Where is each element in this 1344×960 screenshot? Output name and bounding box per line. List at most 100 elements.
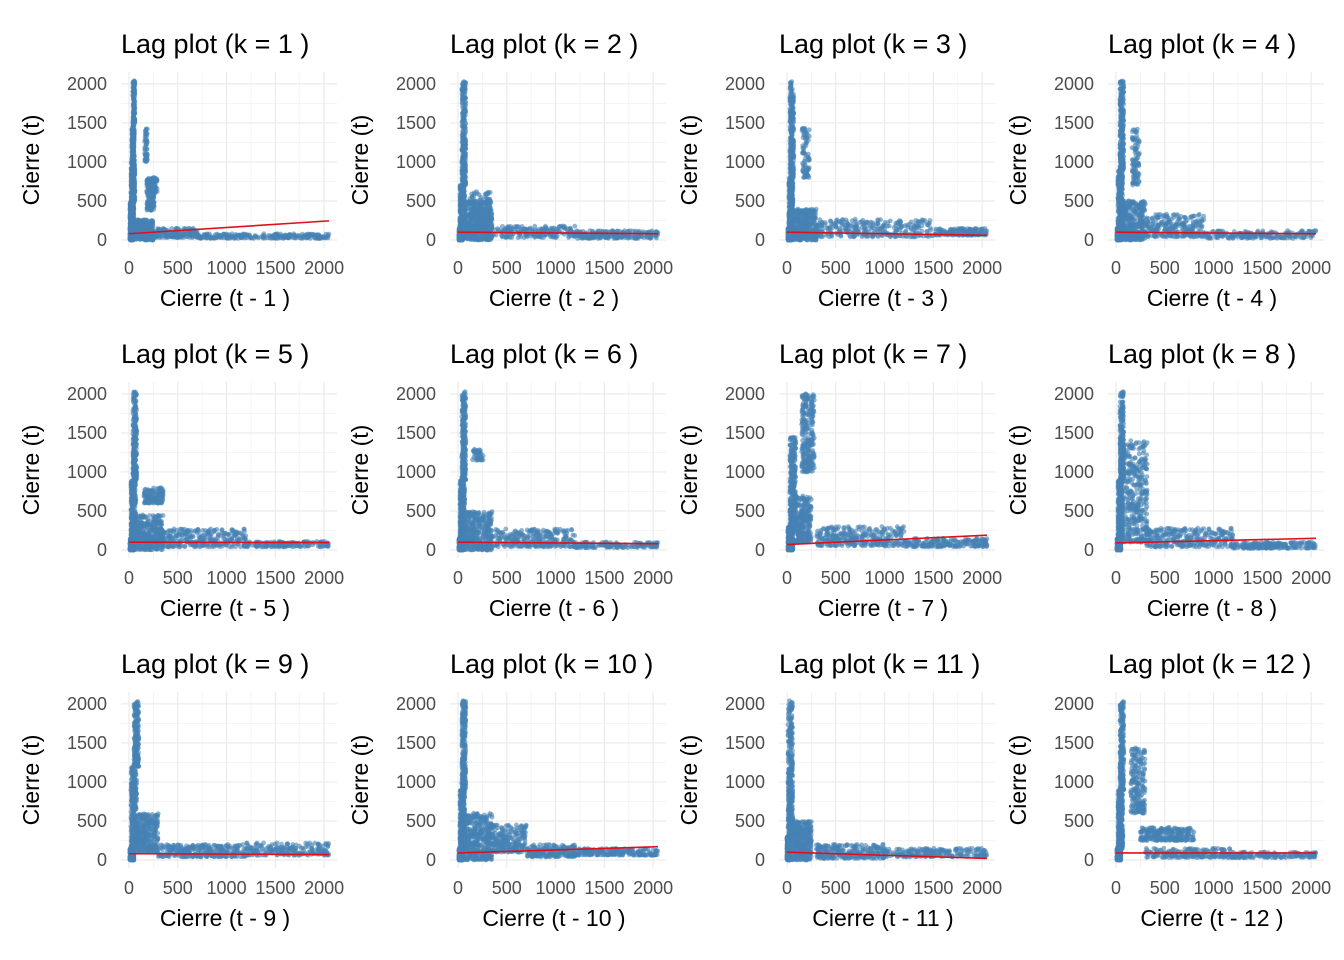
data-point	[654, 235, 659, 241]
data-point	[277, 234, 283, 240]
data-point	[175, 233, 180, 239]
y-tick-label: 1000	[396, 152, 436, 172]
data-point	[144, 146, 150, 152]
y-tick-label: 1500	[67, 113, 107, 133]
data-point	[249, 235, 255, 241]
data-point	[485, 226, 490, 232]
data-point	[255, 235, 261, 241]
data-point	[147, 207, 153, 213]
data-point	[261, 231, 267, 237]
data-point	[472, 198, 478, 204]
data-point	[203, 234, 209, 240]
data-point	[460, 136, 465, 142]
x-tick-label: 0	[453, 258, 463, 278]
data-point	[143, 139, 149, 145]
x-tick-label: 500	[163, 258, 193, 278]
data-point	[152, 234, 158, 240]
x-tick-label: 0	[124, 258, 134, 278]
data-point	[525, 232, 530, 238]
y-tick-label: 2000	[396, 74, 436, 94]
y-tick-label: 2000	[67, 74, 107, 94]
data-point	[304, 235, 309, 241]
data-point	[240, 232, 246, 238]
data-point	[459, 187, 465, 193]
data-point	[131, 116, 137, 122]
x-tick-label: 2000	[633, 258, 673, 278]
y-tick-label: 1500	[396, 113, 436, 133]
data-point	[543, 225, 549, 231]
data-point	[146, 226, 152, 232]
data-point	[587, 235, 593, 241]
data-point	[131, 85, 137, 90]
data-point	[566, 235, 571, 240]
x-tick-label: 1500	[255, 258, 295, 278]
data-point	[129, 202, 135, 208]
data-point	[298, 235, 304, 241]
data-point	[143, 126, 149, 132]
data-point	[130, 127, 136, 133]
data-point	[151, 187, 157, 193]
data-point	[459, 87, 465, 93]
data-point	[462, 152, 468, 157]
data-point	[224, 235, 230, 241]
data-point	[604, 233, 610, 239]
data-point	[461, 160, 467, 165]
x-tick-label: 1000	[207, 258, 247, 278]
data-point	[610, 228, 615, 234]
y-axis-label: Cierre (t)	[18, 115, 44, 206]
data-point	[143, 237, 148, 243]
data-point	[137, 235, 143, 241]
data-point	[509, 235, 515, 240]
panel-title: Lag plot (k = 1 )	[121, 29, 309, 59]
data-point	[326, 231, 332, 237]
data-point	[463, 182, 468, 188]
x-tick-label: 1500	[584, 258, 624, 278]
data-point	[184, 234, 190, 240]
data-point	[132, 79, 138, 85]
data-point	[195, 233, 201, 239]
data-point	[486, 210, 492, 215]
x-tick-label: 2000	[304, 258, 344, 278]
data-point	[148, 219, 154, 225]
data-point	[482, 207, 488, 213]
data-point	[562, 225, 568, 231]
data-point	[787, 201, 793, 206]
data-point	[539, 226, 545, 232]
data-point	[272, 234, 277, 240]
data-point	[131, 154, 137, 160]
data-point	[129, 142, 135, 147]
data-point	[130, 159, 136, 165]
data-point	[154, 178, 160, 184]
data-point	[476, 192, 482, 198]
data-point	[478, 200, 483, 206]
data-point	[512, 226, 517, 232]
data-point	[461, 208, 466, 214]
data-point	[131, 193, 137, 199]
data-point	[583, 235, 589, 241]
data-point	[318, 234, 324, 240]
data-point	[456, 232, 462, 238]
data-point	[130, 186, 136, 191]
data-point	[463, 146, 468, 151]
data-point	[482, 191, 488, 197]
panel-title: Lag plot (k = 2 )	[450, 29, 638, 59]
data-point	[525, 227, 531, 233]
data-point	[485, 232, 490, 238]
data-point	[169, 231, 174, 237]
data-point	[211, 235, 216, 241]
data-point	[131, 110, 137, 116]
data-point	[132, 103, 138, 108]
data-point	[144, 133, 150, 139]
data-point	[548, 234, 553, 240]
data-point	[459, 174, 465, 180]
data-point	[460, 165, 466, 171]
data-point	[790, 184, 796, 190]
data-point	[789, 196, 794, 202]
data-point	[472, 224, 478, 229]
data-point	[462, 221, 467, 226]
x-axis-label: Cierre (t - 2 )	[489, 285, 619, 311]
data-point	[471, 194, 477, 199]
y-tick-label: 1000	[67, 152, 107, 172]
